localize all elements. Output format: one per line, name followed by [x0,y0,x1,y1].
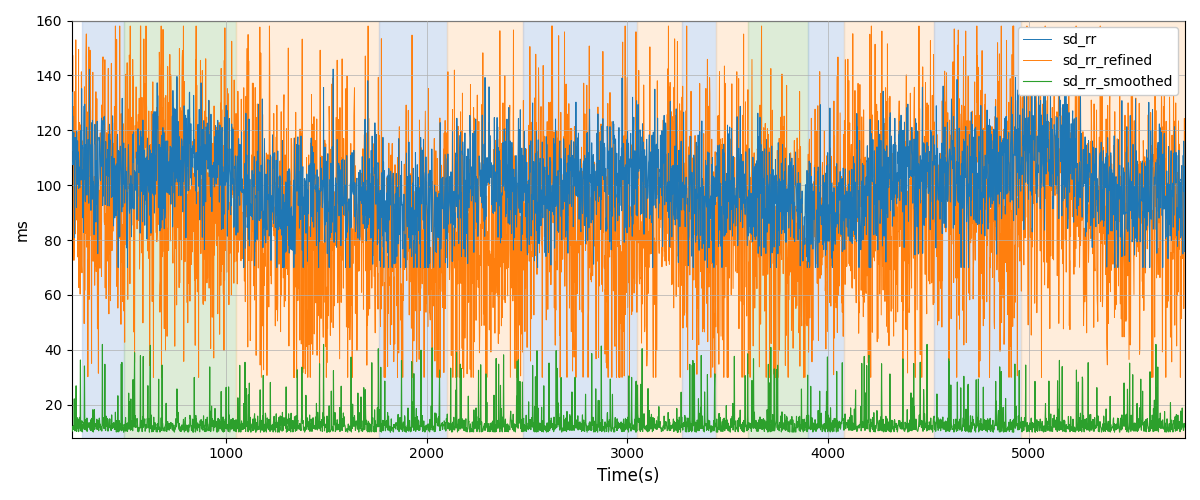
Bar [1020,20,1184,438]
sd_rr_refined [304,140,318,146]
sd_rr_refined [376,264,390,270]
Y-axis label: ms: ms [14,218,30,240]
sd_rr_refined [1177,204,1192,210]
sd_rr_smoothed [304,427,318,433]
Bar [379,20,446,438]
Line: sd_rr_refined: sd_rr_refined [72,26,1184,378]
sd_rr_refined [146,374,161,380]
sd_rr [1043,60,1057,66]
Bar [523,20,637,438]
Bar [808,20,844,438]
sd_rr_refined [1073,236,1087,242]
sd_rr [1177,248,1192,254]
sd_rr_smoothed [738,415,752,421]
sd_rr_refined [738,99,752,105]
sd_rr [304,234,318,239]
Bar [715,20,748,438]
Bar [637,20,682,438]
Bar [935,20,1020,438]
sd_rr_refined [1177,170,1192,176]
sd_rr [1073,172,1087,178]
Line: sd_rr_smoothed: sd_rr_smoothed [72,344,1184,432]
sd_rr_refined [108,23,122,29]
Line: sd_rr: sd_rr [72,64,1184,268]
sd_rr [65,162,79,168]
sd_rr_smoothed [1177,421,1192,427]
sd_rr [1177,164,1192,170]
sd_rr [757,146,772,152]
sd_rr [376,134,390,140]
sd_rr_smoothed [95,342,109,347]
Bar [844,20,935,438]
sd_rr_smoothed [65,424,79,430]
sd_rr_refined [757,210,772,216]
sd_rr_smoothed [376,428,390,434]
X-axis label: Time(s): Time(s) [598,467,660,485]
sd_rr [738,212,752,218]
sd_rr_smoothed [757,421,772,427]
Legend: sd_rr, sd_rr_refined, sd_rr_smoothed: sd_rr, sd_rr_refined, sd_rr_smoothed [1018,28,1178,95]
Bar [446,20,523,438]
Bar [82,20,124,438]
sd_rr_refined [65,140,79,146]
Bar [682,20,715,438]
Bar [124,20,236,438]
sd_rr_smoothed [1073,426,1087,432]
sd_rr_smoothed [1177,422,1192,428]
Bar [236,20,379,438]
sd_rr_smoothed [671,429,685,435]
Bar [748,20,808,438]
sd_rr [110,264,125,270]
